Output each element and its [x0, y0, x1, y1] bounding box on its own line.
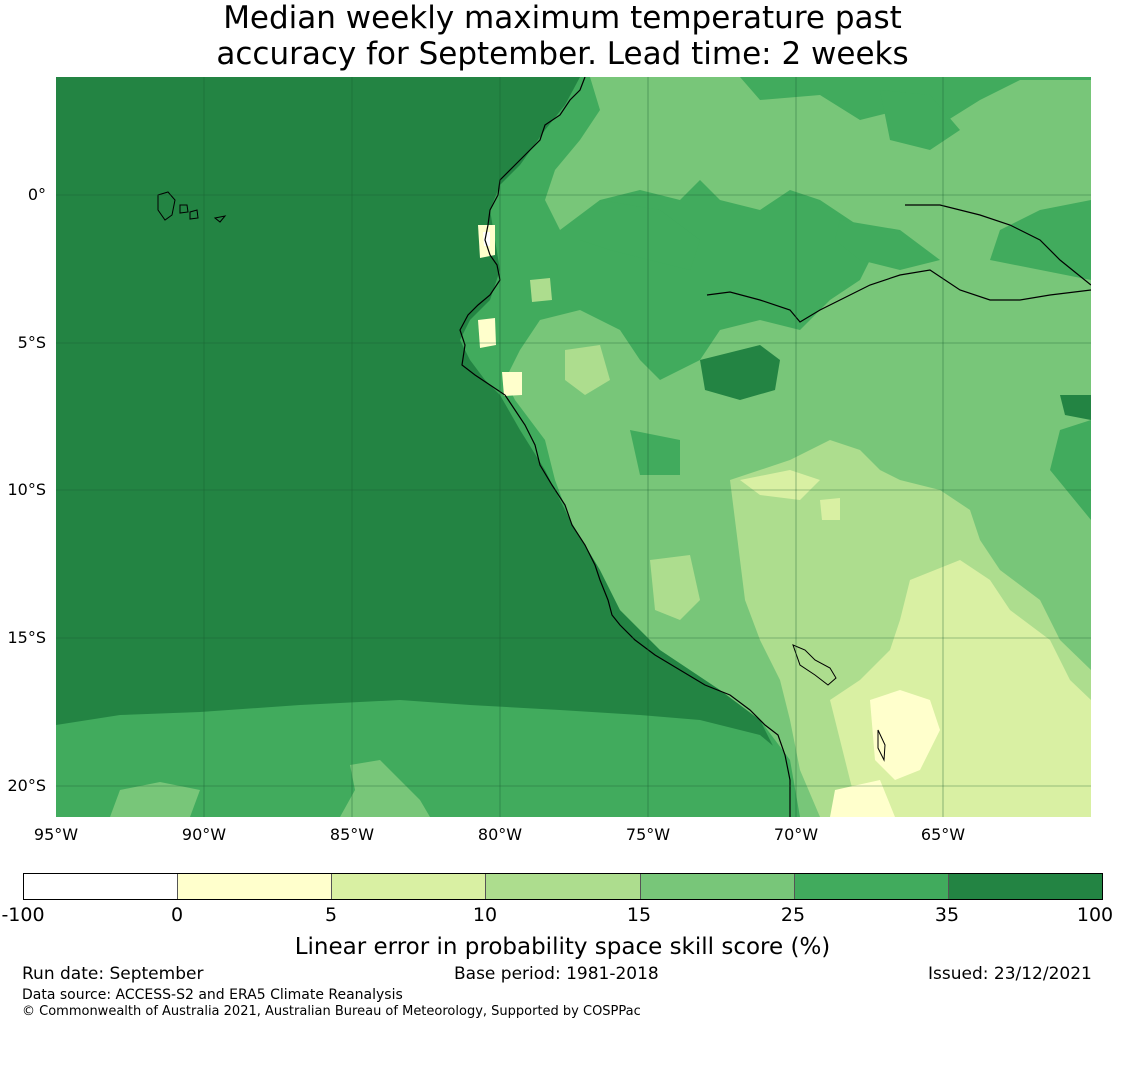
land-region-35-patch — [700, 345, 780, 400]
island-outline — [157, 191, 176, 221]
data-source: Data source: ACCESS-S2 and ERA5 Climate … — [22, 987, 403, 1003]
colorbar-segment — [178, 874, 333, 899]
colorbar — [23, 873, 1103, 900]
river-line-north — [905, 204, 1091, 286]
ocean-band-south — [56, 700, 790, 817]
run-date: Run date: September — [22, 964, 204, 984]
land-region-35-patch-6 — [630, 430, 680, 475]
colorbar-segment — [640, 874, 795, 899]
lon-label-90w: 90°W — [181, 825, 227, 844]
land-region-10-patch — [740, 470, 820, 500]
land-region-10-patch-2 — [820, 498, 840, 520]
lat-label-5s: 5°S — [17, 333, 46, 352]
colorbar-tick: 10 — [472, 904, 498, 926]
copyright: © Commonwealth of Australia 2021, Austra… — [22, 1004, 641, 1019]
lon-label-70w: 70°W — [773, 825, 819, 844]
lon-label-95w: 95°W — [33, 825, 79, 844]
ocean-band-south-light-2 — [110, 782, 200, 817]
island-outline-3 — [189, 209, 199, 220]
colorbar-label: Linear error in probability space skill … — [294, 934, 831, 960]
land-region-15-patch-3 — [530, 278, 552, 302]
land-region-5 — [870, 690, 940, 780]
colorbar-segment — [948, 874, 1102, 899]
gridlines — [56, 77, 1091, 817]
land-region-15-patch-2 — [565, 345, 610, 395]
lat-label-10s: 10°S — [7, 480, 46, 499]
island-outline-4 — [213, 215, 227, 223]
ocean-band-south-light — [340, 760, 430, 817]
lon-label-75w: 75°W — [625, 825, 671, 844]
colorbar-tick: 25 — [780, 904, 806, 926]
lat-label-15s: 15°S — [7, 628, 46, 647]
chart-title: Median weekly maximum temperature past a… — [0, 0, 1125, 72]
land-region-5-patch-4 — [502, 372, 522, 396]
colorbar-tick: 35 — [934, 904, 960, 926]
lon-label-65w: 65°W — [920, 825, 966, 844]
colorbar-segment — [332, 874, 487, 899]
skill-score-map — [56, 77, 1091, 817]
issued-date: Issued: 23/12/2021 — [928, 964, 1092, 984]
land-region-35-patch-4 — [835, 220, 940, 270]
colorbar-segment — [486, 874, 641, 899]
island-outline-2 — [179, 204, 189, 214]
colorbar-segment — [794, 874, 949, 899]
colorbar-tick: 15 — [626, 904, 652, 926]
base-period: Base period: 1981-2018 — [454, 964, 659, 984]
lon-label-80w: 80°W — [477, 825, 523, 844]
river-line — [706, 269, 1091, 323]
lat-label-20s: 20°S — [7, 776, 46, 795]
land-region-15-patch — [650, 555, 700, 620]
colorbar-tick: 0 — [170, 904, 184, 926]
land-region-35-patch-2 — [1060, 395, 1091, 420]
land-region-neg — [483, 232, 490, 246]
title-line-1: Median weekly maximum temperature past — [223, 0, 902, 36]
colorbar-tick: -100 — [1, 904, 45, 926]
lon-label-85w: 85°W — [329, 825, 375, 844]
lake-outline-2 — [877, 729, 886, 762]
land-region-35-patch-3 — [580, 200, 700, 270]
colorbar-tick: 100 — [1076, 904, 1114, 926]
colorbar-tick: 5 — [324, 904, 338, 926]
land-region-5-patch — [830, 780, 895, 817]
lake-outline — [792, 644, 837, 686]
title-line-2: accuracy for September. Lead time: 2 wee… — [216, 36, 909, 72]
land-region-5-patch-3 — [478, 318, 496, 348]
colorbar-segment — [24, 874, 179, 899]
land-region-35-patch-5 — [880, 90, 960, 150]
lat-label-0: 0° — [27, 185, 46, 204]
